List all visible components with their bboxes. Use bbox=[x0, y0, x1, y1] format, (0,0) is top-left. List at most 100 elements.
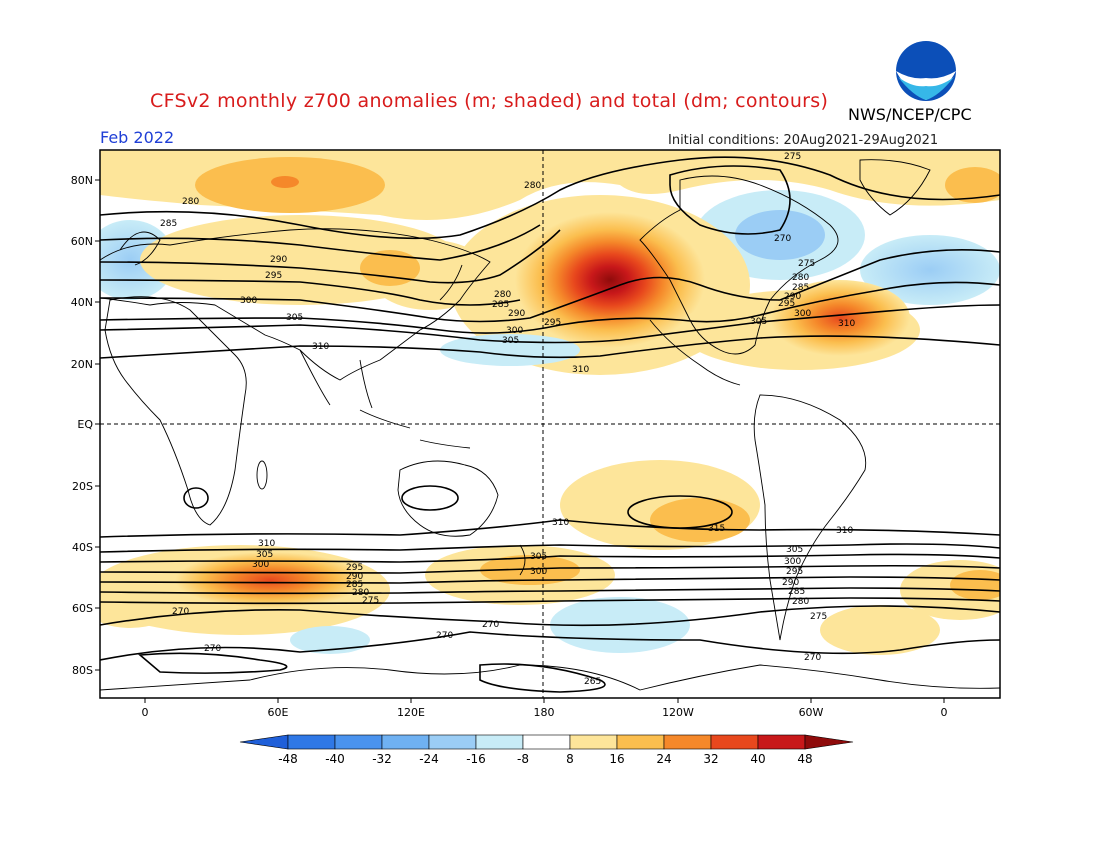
colorbar-bin bbox=[381, 734, 430, 750]
colorbar-max-triangle bbox=[804, 734, 854, 750]
contour-label: 280 bbox=[494, 290, 511, 300]
contour-label: 285 bbox=[788, 587, 805, 597]
contour-label: 310 bbox=[836, 526, 853, 536]
agency-label: NWS/NCEP/CPC bbox=[848, 105, 972, 124]
lat-label: 40N bbox=[71, 296, 93, 309]
colorbar-bin bbox=[757, 734, 806, 750]
lon-label: 0 bbox=[142, 706, 149, 719]
colorbar-bin bbox=[475, 734, 524, 750]
contour-label: 290 bbox=[782, 578, 799, 588]
colorbar-tick-label: -40 bbox=[325, 752, 345, 766]
contour-label: 300 bbox=[240, 296, 257, 306]
contour-label: 295 bbox=[346, 563, 363, 573]
colorbar-tick-label: 8 bbox=[566, 752, 574, 766]
initial-conditions: Initial conditions: 20Aug2021-29Aug2021 bbox=[668, 133, 939, 148]
noaa-logo bbox=[896, 41, 956, 101]
contour-label: 310 bbox=[258, 539, 275, 549]
contour-label: 310 bbox=[572, 365, 589, 375]
contour-label: 275 bbox=[784, 152, 801, 162]
lon-label: 60E bbox=[268, 706, 289, 719]
contour-label: 300 bbox=[506, 326, 523, 336]
contour-label: 280 bbox=[792, 273, 809, 283]
contour-label: 285 bbox=[346, 580, 363, 590]
contour-label: 270 bbox=[804, 653, 821, 663]
contour-label: 305 bbox=[502, 336, 519, 346]
contour-label: 300 bbox=[252, 560, 269, 570]
height-contours bbox=[100, 156, 1000, 693]
contour-label: 300 bbox=[530, 567, 547, 577]
longitude-axis: 0 60E 120E 180 120W 60W 0 bbox=[142, 706, 948, 719]
contour-label: 290 bbox=[270, 255, 287, 265]
lat-label: 60N bbox=[71, 235, 93, 248]
lat-label: 80S bbox=[72, 664, 93, 677]
colorbar-bin bbox=[663, 734, 712, 750]
contour-label: 305 bbox=[750, 317, 767, 327]
contour-label: 280 bbox=[524, 181, 541, 191]
lon-label: 60W bbox=[799, 706, 824, 719]
coastlines bbox=[100, 159, 1000, 691]
contour-label: 300 bbox=[784, 557, 801, 567]
lat-label: 40S bbox=[72, 541, 93, 554]
colorbar-bin bbox=[334, 734, 383, 750]
contour-label: 295 bbox=[544, 318, 561, 328]
forecast-month: Feb 2022 bbox=[100, 128, 175, 147]
contour-label: 315 bbox=[708, 524, 725, 534]
lon-label: 180 bbox=[534, 706, 555, 719]
lat-label: 20S bbox=[72, 480, 93, 493]
colorbar-tick-label: 40 bbox=[750, 752, 765, 766]
lat-label: 80N bbox=[71, 174, 93, 187]
contour-label: 265 bbox=[584, 677, 601, 687]
contour-label: 305 bbox=[286, 313, 303, 323]
latitude-ticks bbox=[95, 179, 100, 671]
colorbar-bin bbox=[287, 734, 336, 750]
lat-label: 20N bbox=[71, 358, 93, 371]
colorbar-bin bbox=[710, 734, 759, 750]
longitude-ticks bbox=[144, 698, 945, 703]
colorbar-tick-label: -32 bbox=[372, 752, 392, 766]
contour-label: 310 bbox=[552, 518, 569, 528]
figure-title: CFSv2 monthly z700 anomalies (m; shaded)… bbox=[150, 90, 829, 112]
colorbar-min-triangle bbox=[239, 734, 289, 750]
contour-label: 295 bbox=[786, 567, 803, 577]
contour-label: 300 bbox=[794, 309, 811, 319]
contour-label: 290 bbox=[346, 572, 363, 582]
contour-label: 285 bbox=[792, 283, 809, 293]
contour-label: 310 bbox=[838, 319, 855, 329]
colorbar-tick-label: -48 bbox=[278, 752, 298, 766]
lon-label: 0 bbox=[941, 706, 948, 719]
colorbar-tick-label: 24 bbox=[656, 752, 671, 766]
colorbar-tick-label: 48 bbox=[797, 752, 812, 766]
contour-label: 270 bbox=[172, 607, 189, 617]
colorbar-tick-label: 16 bbox=[609, 752, 624, 766]
colorbar-tick-label: -24 bbox=[419, 752, 439, 766]
contour-label: 270 bbox=[436, 631, 453, 641]
contour-label: 275 bbox=[798, 259, 815, 269]
contour-label: 310 bbox=[312, 342, 329, 352]
contour-label: 305 bbox=[256, 550, 273, 560]
colorbar-tick-label: 32 bbox=[703, 752, 718, 766]
color-bar: -48 -40 -32 -24 -16 -8 8 16 24 32 40 48 bbox=[239, 734, 854, 766]
contour-label: 275 bbox=[810, 612, 827, 622]
contour-label: 280 bbox=[182, 197, 199, 207]
lon-label: 120W bbox=[662, 706, 694, 719]
contour-label: 305 bbox=[530, 552, 547, 562]
colorbar-bin bbox=[569, 734, 618, 750]
contour-labels: 275 280 280 285 290 295 300 305 310 280 … bbox=[160, 152, 855, 687]
contour-label: 285 bbox=[492, 300, 509, 310]
colorbar-tick-label: -8 bbox=[517, 752, 529, 766]
contour-label: 305 bbox=[786, 545, 803, 555]
contour-label: 270 bbox=[204, 644, 221, 654]
contour-label: 285 bbox=[160, 219, 177, 229]
colorbar-bin bbox=[428, 734, 477, 750]
contour-label: 280 bbox=[352, 588, 369, 598]
lon-label: 120E bbox=[397, 706, 425, 719]
contour-label: 280 bbox=[792, 597, 809, 607]
colorbar-tick-label: -16 bbox=[466, 752, 486, 766]
contour-label: 290 bbox=[784, 292, 801, 302]
contour-label: 275 bbox=[362, 596, 379, 606]
contour-label: 270 bbox=[482, 620, 499, 630]
contour-label: 295 bbox=[778, 299, 795, 309]
colorbar-bin bbox=[616, 734, 665, 750]
contour-label: 295 bbox=[265, 271, 282, 281]
